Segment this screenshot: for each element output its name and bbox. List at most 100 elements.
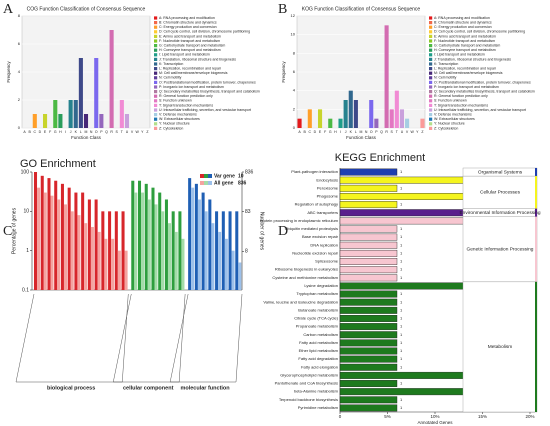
group-bracket	[169, 293, 243, 383]
legend-swatch	[154, 126, 158, 130]
legend-swatch	[429, 53, 433, 57]
category-label: Fatty acid elongation	[301, 364, 338, 369]
x-tick-label: Q	[380, 130, 383, 134]
bar-var	[54, 180, 58, 290]
category-label: Glycerophospholipid metabolism	[280, 372, 338, 377]
legend-label: T: Signal transduction mechanisms	[159, 103, 213, 107]
legend-label: L: Replication, recombination and repair	[159, 67, 222, 71]
bar-all	[154, 204, 158, 290]
chart-title: GO Enrichment	[20, 158, 96, 170]
legend-swatch	[429, 21, 433, 25]
legend-label: D: Cell cycle control, cell division, ch…	[159, 30, 250, 34]
count-label: 1	[400, 234, 403, 239]
bar	[339, 339, 398, 347]
category-label: Terpenoid backbone biosynthesis	[279, 397, 338, 402]
bar	[339, 225, 398, 233]
bar-all	[191, 187, 195, 290]
bar-var	[101, 211, 105, 290]
y-axis-label: Frequency	[6, 61, 11, 83]
legend-label: Var gene	[214, 173, 235, 179]
legend-label: P: Inorganic ion transport and metabolis…	[159, 85, 224, 89]
bar-all	[161, 211, 165, 290]
x-tick-label: A	[23, 130, 26, 134]
bar	[339, 380, 398, 387]
x-tick-label: M	[85, 130, 88, 134]
legend-label: Y: Nuclear structure	[159, 122, 190, 126]
bar-var	[221, 211, 225, 290]
category-label: Ubiquitin mediated proteolysis	[285, 226, 338, 231]
legend-swatch	[154, 113, 158, 117]
group-label: molecular function	[180, 385, 230, 391]
y-tick-label: 2	[18, 97, 21, 102]
category-label: Regulation of autophagy	[295, 202, 338, 207]
count-label: 1	[400, 340, 403, 345]
bar-var	[144, 183, 148, 290]
bar-all	[197, 199, 201, 290]
legend-label: Y: Nuclear structure	[434, 122, 465, 126]
group-strip	[535, 281, 537, 412]
legend-swatch	[429, 80, 433, 84]
category-label: Plant-pathogen interaction	[291, 169, 338, 174]
x-tick-label: K	[75, 130, 78, 134]
category-label: beta-Alanine metabolism	[294, 389, 339, 394]
group-label: Genetic Information Processing	[467, 247, 534, 253]
x-tick-label: J	[70, 130, 72, 134]
legend-swatch	[208, 181, 212, 185]
count-label: 1	[400, 275, 403, 280]
legend-label: Z: Cytoskeleton	[434, 126, 458, 130]
bar	[99, 114, 104, 128]
legend-swatch	[429, 34, 433, 38]
bar-var	[138, 180, 142, 290]
bar	[42, 114, 48, 128]
category-label: ABC transporters	[307, 210, 338, 215]
x-tick-label: O	[95, 130, 98, 134]
x-tick-label: C	[34, 130, 37, 134]
y-tick-label: 12	[291, 13, 296, 18]
legend-label: A: RNA processing and modification	[434, 16, 490, 20]
legend-label: B: Chromatin structure and dynamics	[434, 21, 492, 25]
count-label: 1	[400, 242, 403, 247]
legend-swatch	[154, 108, 158, 112]
legend-label: J: Translation, ribosomal structure and …	[434, 57, 511, 61]
legend-swatch	[154, 25, 158, 29]
category-label: Base excision repair	[302, 234, 339, 239]
bar-var	[178, 211, 182, 290]
bar-all	[141, 192, 145, 290]
count-label: 1	[400, 169, 403, 174]
category-label: Butanoate metabolism	[298, 307, 338, 312]
category-label: Valine, leucine and isoleucine degradati…	[263, 299, 338, 304]
legend-total: 10	[238, 173, 244, 179]
group-strip	[535, 168, 537, 177]
bar-var	[87, 199, 91, 290]
x-tick-label: V	[406, 130, 409, 134]
y-axis-label: Frequency	[281, 61, 286, 83]
x-tick-label: J	[345, 130, 347, 134]
chart-title: KOG Function Classification of Consensus…	[302, 6, 421, 12]
category-label: Ether lipid metabolism	[299, 348, 339, 353]
legend-swatch	[429, 117, 433, 121]
y-axis-label: Percentage of genes	[11, 207, 17, 254]
count-label: 1	[400, 307, 403, 312]
legend-swatch	[154, 80, 158, 84]
bar	[339, 249, 398, 257]
y2-tick-label: 8	[245, 249, 248, 255]
legend-label: S: Function unknown	[434, 99, 467, 103]
legend-label: C: Energy production and conversion	[434, 25, 492, 29]
x-tick-label: K	[350, 130, 353, 134]
legend-swatch	[154, 30, 158, 34]
legend-label: N: Cell motility	[434, 76, 457, 80]
legend-label: Z: Cytoskeleton	[159, 126, 183, 130]
x-tick-label: 10%	[430, 414, 439, 419]
legend-label: R: General function prediction only	[159, 94, 213, 98]
bar-var	[158, 192, 162, 290]
legend-swatch	[429, 94, 433, 98]
bar	[353, 100, 358, 128]
legend-swatch	[154, 34, 158, 38]
bar	[405, 118, 410, 128]
count-label: 1	[400, 381, 403, 386]
legend-label: F: Nucleotide transport and metabolism	[159, 39, 220, 43]
bar-var	[164, 199, 168, 290]
legend-label: C: Energy production and conversion	[159, 25, 217, 29]
x-tick-label: F	[324, 130, 326, 134]
